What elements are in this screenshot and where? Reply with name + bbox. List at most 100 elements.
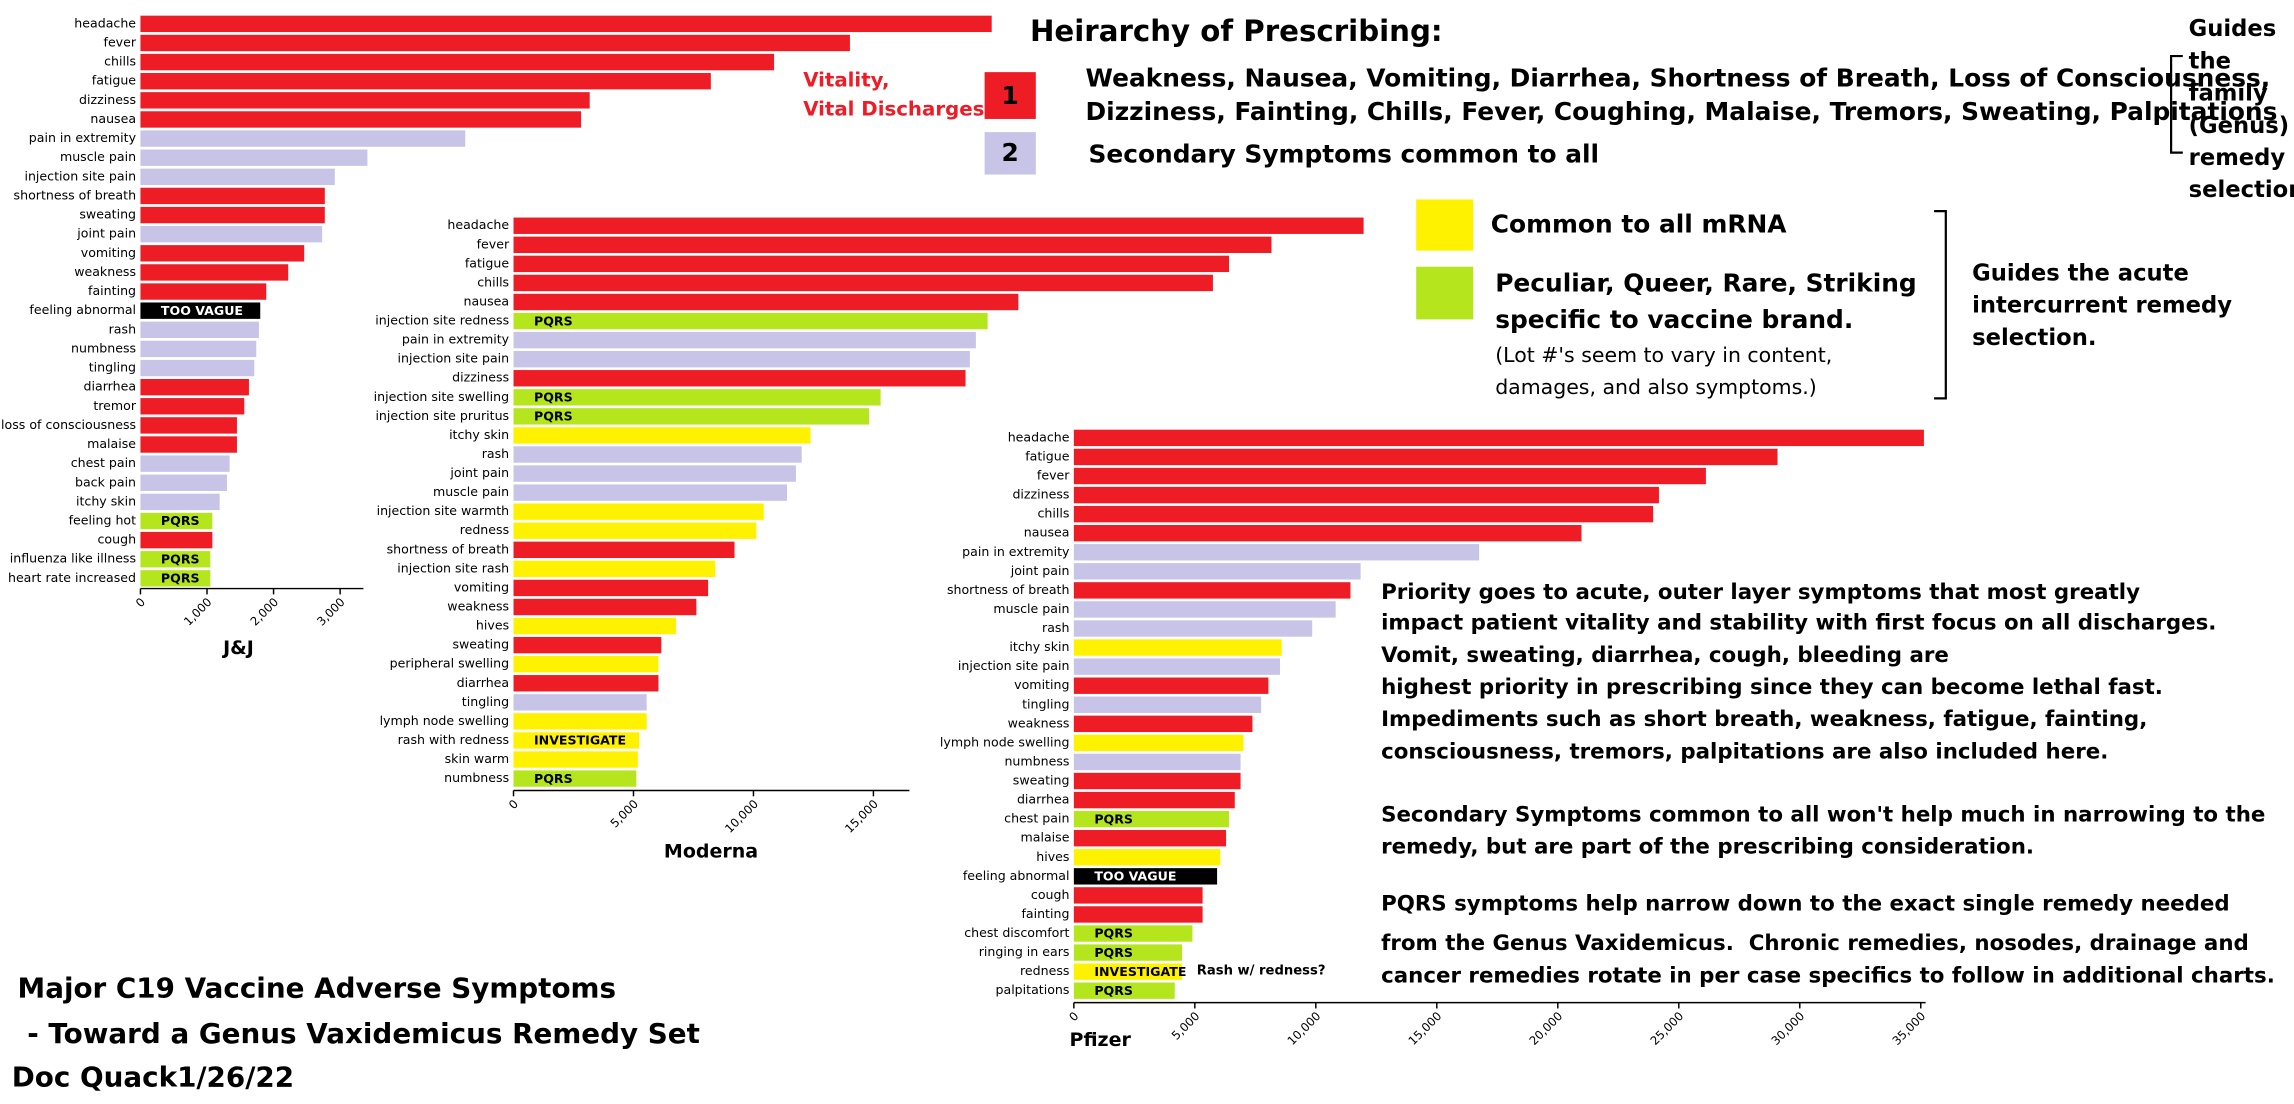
bar (1073, 563, 1361, 580)
bar (513, 427, 811, 444)
bar (513, 770, 637, 787)
hierarchy-title: Heirarchy of Prescribing: (1030, 14, 1443, 48)
annotation: Rash w/ redness? (1197, 963, 1326, 978)
x-tick-label: 1,000 (181, 595, 215, 629)
category-label: numbness (1004, 753, 1069, 768)
bar (1073, 658, 1281, 675)
bar (513, 694, 647, 711)
category-label: weakness (1008, 715, 1070, 730)
category-label: injection site swelling (374, 389, 509, 404)
bar-label: INVESTIGATE (1094, 964, 1186, 979)
acute-note: intercurrent remedy (1972, 293, 2232, 319)
category-label: weakness (447, 599, 509, 614)
genus-note-line: (Genus) (2189, 113, 2289, 139)
rank-box (984, 132, 1036, 175)
category-label: itchy skin (1009, 639, 1069, 654)
x-tick-label: 15,000 (1406, 1009, 1445, 1048)
category-label: nausea (90, 111, 136, 126)
x-tick-label: 15,000 (842, 797, 881, 836)
rank-number: 1 (1002, 81, 1019, 110)
bar (513, 522, 757, 539)
category-label: palpitations (996, 982, 1070, 997)
bar (513, 675, 659, 692)
bar (513, 331, 976, 349)
bar (513, 484, 788, 501)
category-label: influenza like illness (10, 551, 136, 566)
note-line: from the Genus Vaxidemicus. Chronic reme… (1381, 931, 2249, 956)
category-label: back pain (75, 474, 136, 489)
category-label: feeling abnormal (963, 868, 1070, 883)
bar (140, 474, 227, 491)
footer-author: Doc Quack1/26/22 (12, 1061, 294, 1094)
bar (1073, 982, 1175, 999)
bar-label: PQRS (1094, 945, 1133, 960)
category-label: vomiting (1014, 677, 1069, 692)
category-label: injection site warmth (377, 503, 510, 518)
bar (140, 149, 368, 166)
bar (513, 255, 1229, 273)
category-label: numbness (71, 340, 136, 355)
bar (513, 312, 988, 330)
category-label: injection site rash (397, 560, 509, 575)
category-label: lymph node swelling (940, 734, 1070, 749)
bar (513, 732, 640, 749)
legend-note: damages, and also symptoms.) (1495, 375, 1817, 399)
category-label: dizziness (452, 370, 509, 385)
bar (513, 236, 1272, 254)
bar (1073, 467, 1706, 485)
bar (1073, 639, 1282, 656)
bar (513, 465, 796, 482)
category-label: fever (104, 34, 137, 49)
category-label: pain in extremity (962, 544, 1070, 559)
bar (140, 168, 335, 186)
category-label: tingling (89, 360, 136, 375)
category-label: joint pain (1010, 563, 1070, 578)
bar (140, 264, 289, 281)
bar-label: PQRS (534, 409, 573, 424)
rank-number: 2 (1002, 138, 1019, 167)
bar (1073, 963, 1183, 980)
category-label: tremor (93, 398, 137, 413)
bar (140, 225, 323, 243)
bar (1073, 944, 1183, 961)
category-label: peripheral swelling (390, 656, 509, 671)
bar (1073, 810, 1229, 828)
category-label: chills (477, 274, 509, 289)
bar-chart: headache fever fatigue chills nausea injectio… (374, 217, 1364, 862)
category-label: chills (104, 54, 136, 69)
acute-note: Guides the acute (1972, 261, 2189, 287)
category-label: injection site pain (398, 351, 510, 366)
bar-label: PQRS (161, 551, 200, 566)
vitality-label: Vital Discharges (803, 98, 984, 121)
notes: Priority goes to acute, outer layer symp… (1381, 580, 2275, 988)
category-label: lymph node swelling (380, 713, 510, 728)
bar (1073, 772, 1241, 790)
legend-swatch (1416, 266, 1474, 320)
bar (1073, 525, 1582, 542)
bar-label: INVESTIGATE (534, 733, 626, 748)
bar (513, 579, 709, 597)
category-label: fatigue (1025, 448, 1070, 463)
bar (1073, 448, 1778, 466)
bar (140, 15, 992, 33)
category-label: fever (1037, 468, 1070, 483)
x-tick-label: 5,000 (1169, 1009, 1203, 1043)
note-line: Secondary Symptoms common to all won't h… (1381, 802, 2265, 827)
bar (1073, 849, 1221, 866)
bar (140, 436, 237, 453)
bar-label: PQRS (1094, 926, 1133, 941)
category-label: itchy skin (76, 493, 136, 508)
bar (140, 92, 590, 109)
chart-title: Pfizer (1070, 1029, 1132, 1051)
category-label: injection site pain (24, 168, 136, 183)
category-label: dizziness (1012, 487, 1069, 502)
bar (1073, 429, 1924, 447)
category-label: nausea (463, 294, 509, 309)
bar (1073, 544, 1480, 561)
bar-label: PQRS (534, 771, 573, 786)
bar (140, 417, 237, 434)
legend-note: (Lot #'s seem to vary in content, (1495, 343, 1832, 367)
category-label: sweating (452, 637, 509, 652)
bar (513, 636, 662, 654)
